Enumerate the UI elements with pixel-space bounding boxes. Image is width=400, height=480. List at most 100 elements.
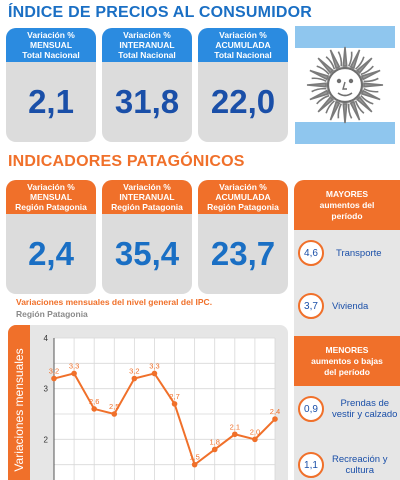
sun-ray-wavy [360,95,374,105]
data-point [232,431,238,438]
menores-item: 0,9 Prendas de vestir y calzado [298,396,397,422]
y-tick-label: 3 [44,385,49,394]
card-header-line: Variación % [123,182,171,192]
sun-ray-wavy [354,100,365,114]
data-label: 2,0 [250,427,260,436]
item-label: Transporte [336,248,382,259]
data-label: 3,2 [49,367,59,376]
data-point [71,370,77,377]
indicator-card: Variación % MENSUAL Región Patagonia 2,4 [6,180,96,294]
item-label-line: Prendas de [340,398,390,409]
sun-ray [363,82,384,88]
indicator-card: Variación % MENSUAL Total Nacional 2,1 [6,28,96,142]
menores-title-line: MENORES [325,344,369,355]
data-label: 2,1 [230,422,240,431]
page-title: ÍNDICE DE PRECIOS AL CONSUMIDOR [8,4,313,21]
chart-title: Variaciones mensuales del nivel general … [16,297,213,307]
sun-ray [317,95,335,113]
sun-ray [342,46,348,67]
data-point [51,375,57,382]
card-header-line: Región Patagonia [111,202,183,212]
card-header-line: Variación % [27,182,75,192]
menores-title-line: aumentos o bajas [311,355,383,366]
mayores-title-line: aumentos del [319,199,375,210]
card-value: 31,8 [114,83,180,120]
data-point [272,416,278,422]
y-axis-label: Variaciones mensuales [12,348,26,472]
card-header-line: Total Nacional [118,50,176,60]
item-label-line: Recreación y [332,454,388,465]
data-point [211,446,218,453]
value-circle: 0,9 [298,396,324,422]
sun-ray [309,69,330,81]
sun-ray [329,49,341,70]
data-label: 3,3 [149,361,159,370]
data-point [111,411,118,417]
sun-ray [349,100,361,121]
data-label: 2,6 [89,397,99,406]
card-header: Variación % INTERANUAL Región Patagonia [102,180,192,214]
card-header-line: ACUMULADA [215,192,271,202]
value-circle: 1,1 [298,452,324,478]
card-value: 2,1 [28,83,74,120]
card-header-line: Variación % [219,30,267,40]
card-value: 2,4 [28,235,74,272]
card-header-line: Total Nacional [214,50,272,60]
mayores-title-line: período [331,210,363,221]
item-label-line: vestir y calzado [332,409,398,420]
sun-ray [306,82,327,88]
card-header: Variación % ACUMULADA Región Patagonia [198,180,288,214]
item-label: Prendas de vestir y calzado [332,398,397,420]
item-label: Recreación y cultura [332,454,387,476]
card-value: 35,4 [114,235,180,272]
sun-ray-wavy [355,56,365,70]
sidebar-panel: MAYORES aumentos del período 4,6 Transpo… [294,180,400,480]
sun-ray-wavy [337,51,343,67]
sun-ray-wavy [360,65,374,76]
card-header-line: ACUMULADA [215,40,271,50]
card-header: Variación % ACUMULADA Total Nacional [198,28,288,62]
sun-ray [360,89,381,101]
sun-ray [355,57,373,75]
sun-ray-wavy [337,103,343,119]
card-header: Variación % MENSUAL Región Patagonia [6,180,96,214]
card-header-line: MENSUAL [29,192,73,202]
card-value: 22,0 [210,83,276,120]
plot-area [54,338,275,480]
mayores-title-line: MAYORES [325,188,369,199]
y-tick-label: 2 [44,435,49,444]
data-point [131,375,138,382]
sun-ray [349,49,361,70]
sun-ray-wavy [325,56,336,70]
sun-ray-wavy [363,77,379,83]
card-value: 23,7 [210,235,276,272]
sun-ray-wavy [347,103,353,119]
item-label: Vivienda [332,301,368,312]
mayores-item: 3,7 Vivienda [298,293,368,319]
data-label: 2,4 [270,407,280,416]
series-line [53,372,276,467]
item-label-line: Transporte [336,247,382,259]
mayores-item: 4,6 Transporte [298,240,382,266]
value-circle: 4,6 [298,240,324,266]
card-header: Variación % INTERANUAL Total Nacional [102,28,192,62]
data-point [91,406,97,412]
indicator-card: Variación % ACUMULADA Total Nacional 22,0 [198,28,288,142]
sun-ray [342,103,348,124]
card-header-line: Variación % [219,182,267,192]
menores-header: MENORES aumentos o bajas del período [294,336,400,386]
sun-ray [317,57,335,75]
card-header-line: Región Patagonia [15,202,87,212]
data-label: 3,3 [69,361,79,370]
data-label: 1,8 [210,437,220,446]
card-header-line: Total Nacional [22,50,80,60]
y-tick-label: 4 [44,334,49,343]
menores-title-line: del período [324,366,370,377]
card-header-line: MENSUAL [29,40,73,50]
item-label-line: Vivienda [332,300,369,312]
indicator-card: Variación % INTERANUAL Total Nacional 31,8 [102,28,192,142]
sun-ray [329,100,341,121]
sun-ray-wavy [347,51,353,67]
data-label: 2,7 [169,392,179,401]
card-header-line: Región Patagonia [207,202,279,212]
